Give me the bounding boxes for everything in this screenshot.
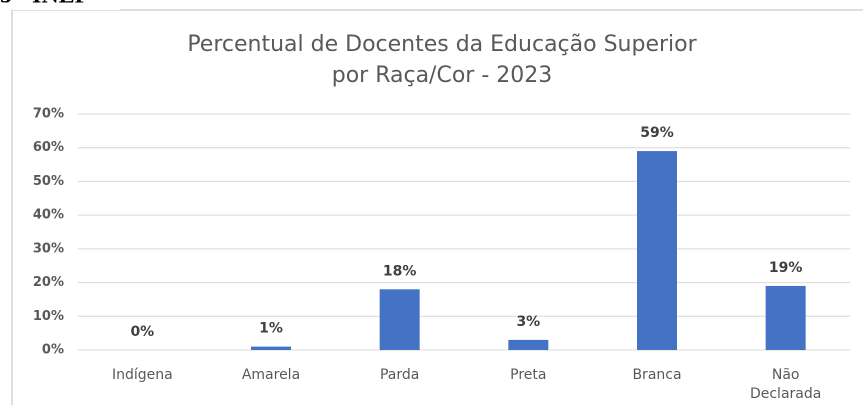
- bar: [765, 285, 806, 350]
- y-tick-label: 40%: [33, 208, 64, 223]
- x-tick-label: Parda: [379, 367, 420, 383]
- y-tick-label: 20%: [33, 275, 64, 290]
- x-tick-label: Não Declarada: [749, 367, 822, 402]
- data-label: 0%: [130, 324, 154, 340]
- bar: [637, 151, 677, 350]
- x-tick-label: Preta: [510, 367, 547, 383]
- x-tick-label: Amarela: [241, 367, 301, 383]
- data-label: 1%: [259, 321, 283, 337]
- bar: [508, 339, 549, 350]
- bar: [251, 346, 291, 350]
- caption-bg: [0, 0, 120, 10]
- y-tick-label: 30%: [33, 241, 64, 256]
- y-tick-label: 50%: [33, 174, 64, 189]
- data-label: 59%: [640, 125, 674, 141]
- data-label: 19%: [769, 260, 803, 276]
- data-label: 3%: [516, 314, 540, 330]
- bar: [379, 289, 420, 350]
- caption: 5 - INEP: [0, 0, 89, 9]
- chart-subtitle: por Raça/Cor - 2023: [332, 63, 553, 88]
- chart-frame: [11, 9, 863, 405]
- y-tick-label: 0%: [42, 343, 64, 358]
- x-tick-label: Indígena: [111, 367, 173, 383]
- x-tick-label: Branca: [632, 367, 682, 383]
- chart-title: Percentual de Docentes da Educação Super…: [187, 32, 697, 57]
- y-tick-label: 60%: [33, 140, 64, 155]
- y-tick-label: 70%: [33, 107, 64, 122]
- y-tick-label: 10%: [33, 309, 64, 324]
- data-label: 18%: [383, 263, 417, 279]
